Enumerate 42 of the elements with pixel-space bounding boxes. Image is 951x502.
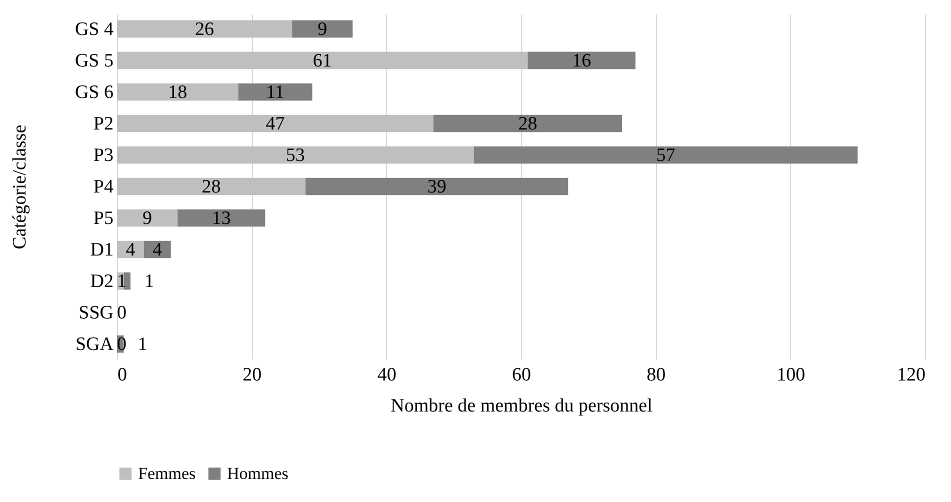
data-label: 61 [312, 50, 332, 72]
x-axis-title: Nombre de membres du personnel [390, 396, 652, 416]
data-label: 57 [656, 144, 676, 166]
y-tick-label: P5 [93, 208, 114, 230]
data-label: 1 [138, 334, 148, 356]
data-label: 18 [168, 82, 188, 103]
x-tick-label: 120 [897, 364, 926, 386]
legend-label: Femmes [138, 464, 196, 483]
y-tick-label: SSG [78, 302, 114, 324]
y-tick-label: P2 [93, 113, 114, 134]
y-tick-label: GS 4 [74, 18, 114, 40]
x-tick-label: 40 [377, 364, 396, 386]
y-tick-label: GS 5 [74, 50, 114, 72]
y-tick-label: P3 [93, 144, 114, 166]
y-tick-label: D2 [90, 271, 114, 292]
data-label: 47 [266, 113, 285, 134]
y-tick-label: D1 [90, 240, 114, 261]
legend-label: Hommes [227, 464, 288, 483]
x-tick-label: 60 [512, 364, 531, 386]
data-label: 26 [195, 18, 214, 40]
data-label: 13 [212, 208, 231, 230]
data-label: 28 [202, 176, 221, 198]
data-label: 4 [152, 240, 163, 261]
data-label: 9 [318, 18, 328, 40]
data-label: 1 [144, 271, 154, 292]
x-tick-label: 20 [242, 364, 262, 386]
data-label: 28 [518, 113, 538, 134]
x-tick-label: 100 [776, 364, 806, 386]
y-axis-title: Catégorie/classe [10, 124, 30, 250]
x-tick-label: 0 [118, 364, 127, 386]
y-tick-label: GS 6 [74, 82, 114, 103]
y-tick-label: P4 [93, 176, 114, 198]
data-label: 11 [266, 82, 284, 103]
data-label: 1 [117, 271, 126, 292]
data-label: 53 [286, 144, 305, 166]
data-label: 9 [142, 208, 152, 230]
data-label: 16 [572, 50, 592, 72]
data-label: 4 [126, 240, 136, 261]
x-tick-label: 80 [646, 364, 666, 386]
y-tick-label: SGA [75, 334, 114, 356]
data-label: 39 [427, 176, 446, 198]
data-label: 0 [117, 302, 126, 324]
